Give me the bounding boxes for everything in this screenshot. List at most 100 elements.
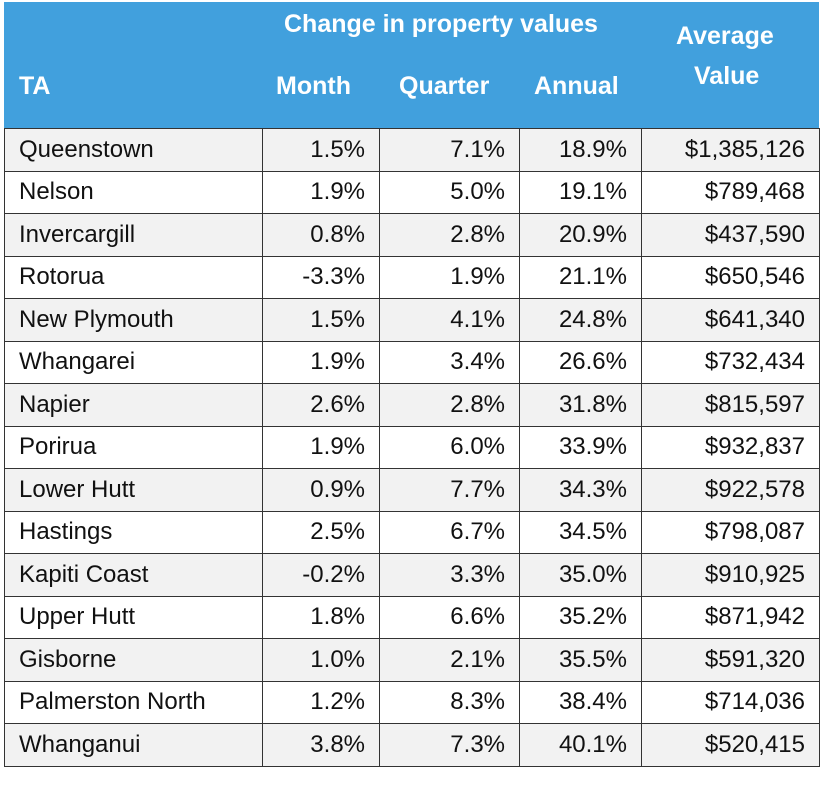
header-quarter: Quarter (399, 72, 490, 100)
cell-annual: 40.1% (519, 723, 642, 767)
cell-ta: Whanganui (4, 723, 263, 767)
cell-month: 1.8% (262, 595, 380, 639)
cell-quarter: 2.8% (379, 213, 520, 257)
cell-month: -3.3% (262, 255, 380, 299)
cell-month: 2.5% (262, 510, 380, 554)
property-values-table: Change in property values TA Month Quart… (4, 2, 820, 767)
cell-ta: Invercargill (4, 213, 263, 257)
cell-ta: Whangarei (4, 340, 263, 384)
header-ta: TA (19, 72, 51, 100)
cell-average-value: $815,597 (641, 383, 820, 427)
cell-quarter: 2.1% (379, 638, 520, 682)
cell-month: 1.5% (262, 128, 380, 172)
table-row: Lower Hutt 0.9% 7.7% 34.3% $922,578 (4, 468, 820, 512)
cell-quarter: 3.4% (379, 340, 520, 384)
table-row: New Plymouth 1.5% 4.1% 24.8% $641,340 (4, 298, 820, 342)
cell-annual: 35.0% (519, 553, 642, 597)
table-row: Gisborne 1.0% 2.1% 35.5% $591,320 (4, 638, 820, 682)
header-month: Month (276, 72, 351, 100)
cell-quarter: 7.1% (379, 128, 520, 172)
cell-ta: Queenstown (4, 128, 263, 172)
cell-ta: Napier (4, 383, 263, 427)
cell-annual: 35.2% (519, 595, 642, 639)
cell-month: 1.9% (262, 425, 380, 469)
cell-month: 1.5% (262, 298, 380, 342)
cell-quarter: 4.1% (379, 298, 520, 342)
table-row: Porirua 1.9% 6.0% 33.9% $932,837 (4, 425, 820, 469)
cell-annual: 26.6% (519, 340, 642, 384)
cell-average-value: $437,590 (641, 213, 820, 257)
cell-quarter: 6.0% (379, 425, 520, 469)
cell-annual: 19.1% (519, 170, 642, 214)
cell-month: 1.9% (262, 170, 380, 214)
table-header: Change in property values TA Month Quart… (4, 2, 819, 128)
cell-quarter: 6.6% (379, 595, 520, 639)
table-row: Queenstown 1.5% 7.1% 18.9% $1,385,126 (4, 128, 820, 172)
table-row: Kapiti Coast -0.2% 3.3% 35.0% $910,925 (4, 553, 820, 597)
cell-quarter: 2.8% (379, 383, 520, 427)
cell-average-value: $1,385,126 (641, 128, 820, 172)
header-group-label: Change in property values (284, 10, 598, 38)
cell-average-value: $714,036 (641, 680, 820, 724)
cell-quarter: 3.3% (379, 553, 520, 597)
cell-month: 0.9% (262, 468, 380, 512)
table-body: Queenstown 1.5% 7.1% 18.9% $1,385,126 Nelson 1… (4, 128, 820, 767)
cell-quarter: 8.3% (379, 680, 520, 724)
cell-annual: 34.5% (519, 510, 642, 554)
cell-month: -0.2% (262, 553, 380, 597)
table-row: Rotorua -3.3% 1.9% 21.1% $650,546 (4, 255, 820, 299)
cell-average-value: $932,837 (641, 425, 820, 469)
cell-ta: Nelson (4, 170, 263, 214)
cell-quarter: 5.0% (379, 170, 520, 214)
table-row: Whangarei 1.9% 3.4% 26.6% $732,434 (4, 340, 820, 384)
cell-month: 2.6% (262, 383, 380, 427)
table-row: Hastings 2.5% 6.7% 34.5% $798,087 (4, 510, 820, 554)
cell-month: 3.8% (262, 723, 380, 767)
header-average-line1: Average (676, 22, 774, 50)
cell-annual: 18.9% (519, 128, 642, 172)
cell-ta: Kapiti Coast (4, 553, 263, 597)
cell-ta: Lower Hutt (4, 468, 263, 512)
cell-ta: Gisborne (4, 638, 263, 682)
cell-annual: 34.3% (519, 468, 642, 512)
cell-annual: 24.8% (519, 298, 642, 342)
cell-average-value: $650,546 (641, 255, 820, 299)
cell-average-value: $798,087 (641, 510, 820, 554)
table-row: Nelson 1.9% 5.0% 19.1% $789,468 (4, 170, 820, 214)
cell-month: 0.8% (262, 213, 380, 257)
cell-ta: Hastings (4, 510, 263, 554)
header-average-line2: Value (694, 62, 760, 90)
cell-average-value: $520,415 (641, 723, 820, 767)
cell-average-value: $922,578 (641, 468, 820, 512)
data-table: Queenstown 1.5% 7.1% 18.9% $1,385,126 Nelson 1… (4, 128, 820, 767)
cell-month: 1.9% (262, 340, 380, 384)
cell-annual: 31.8% (519, 383, 642, 427)
table-row: Whanganui 3.8% 7.3% 40.1% $520,415 (4, 723, 820, 767)
cell-average-value: $910,925 (641, 553, 820, 597)
cell-month: 1.0% (262, 638, 380, 682)
cell-ta: Palmerston North (4, 680, 263, 724)
cell-average-value: $789,468 (641, 170, 820, 214)
cell-ta: New Plymouth (4, 298, 263, 342)
cell-average-value: $871,942 (641, 595, 820, 639)
cell-ta: Porirua (4, 425, 263, 469)
cell-annual: 21.1% (519, 255, 642, 299)
header-annual: Annual (534, 72, 619, 100)
cell-quarter: 7.3% (379, 723, 520, 767)
cell-month: 1.2% (262, 680, 380, 724)
cell-annual: 38.4% (519, 680, 642, 724)
cell-average-value: $641,340 (641, 298, 820, 342)
table-row: Invercargill 0.8% 2.8% 20.9% $437,590 (4, 213, 820, 257)
cell-annual: 33.9% (519, 425, 642, 469)
table-row: Upper Hutt 1.8% 6.6% 35.2% $871,942 (4, 595, 820, 639)
cell-quarter: 1.9% (379, 255, 520, 299)
cell-ta: Upper Hutt (4, 595, 263, 639)
cell-average-value: $732,434 (641, 340, 820, 384)
cell-annual: 35.5% (519, 638, 642, 682)
cell-average-value: $591,320 (641, 638, 820, 682)
cell-quarter: 6.7% (379, 510, 520, 554)
cell-quarter: 7.7% (379, 468, 520, 512)
cell-ta: Rotorua (4, 255, 263, 299)
table-row: Napier 2.6% 2.8% 31.8% $815,597 (4, 383, 820, 427)
table-row: Palmerston North 1.2% 8.3% 38.4% $714,036 (4, 680, 820, 724)
